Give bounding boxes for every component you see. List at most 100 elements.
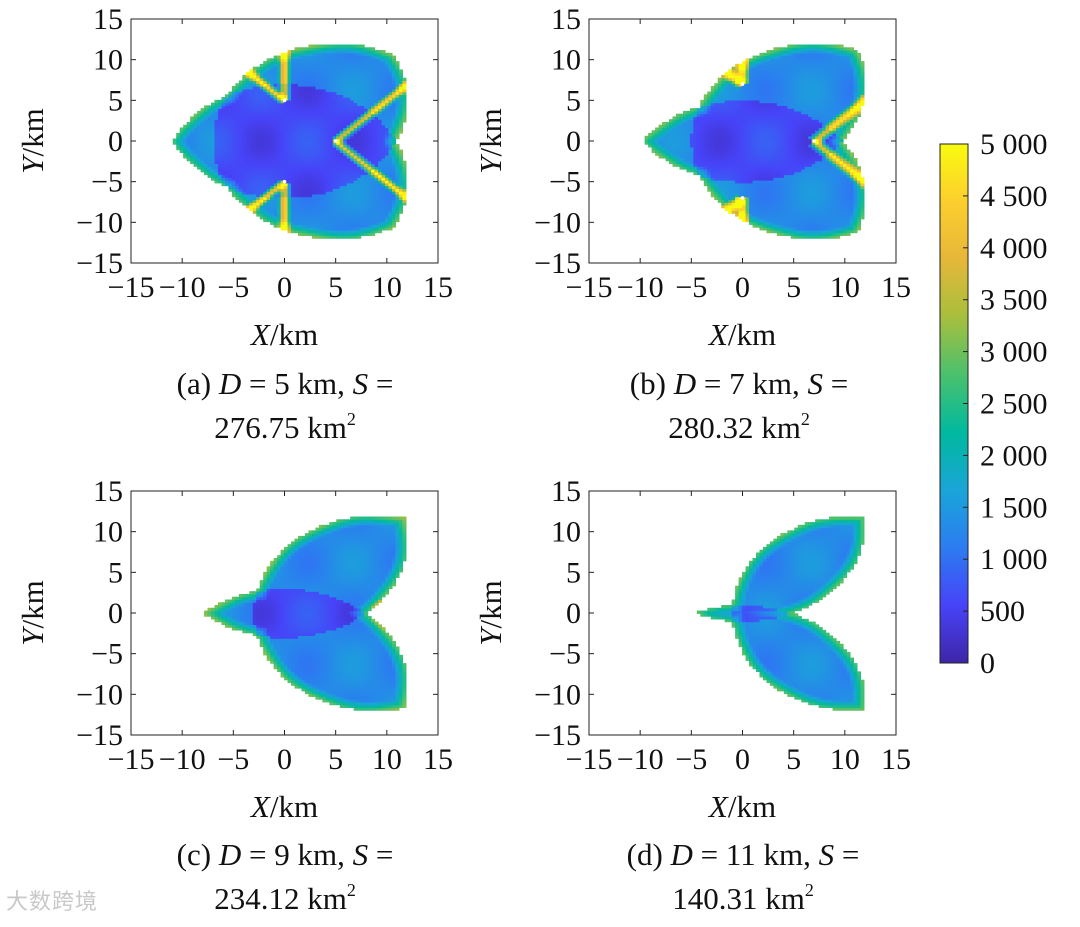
heatmap-cell [194, 114, 198, 117]
heatmap-cell [697, 108, 701, 111]
heatmap-cell [739, 64, 743, 67]
heatmap-cell [295, 47, 299, 50]
heatmap-cell [711, 86, 715, 89]
heatmap-cell [690, 108, 694, 111]
heatmap-cell [766, 50, 770, 53]
y-tick-label: 0 [108, 125, 123, 158]
heatmap-cell [288, 50, 292, 53]
heatmap-cell [305, 47, 309, 50]
x-axis-label: X/km [249, 317, 318, 352]
heatmap-cell [669, 119, 673, 122]
heatmap-cell [225, 94, 229, 97]
heatmap-cell [732, 67, 736, 70]
heatmap-cell [402, 161, 406, 164]
heatmap-field [645, 45, 865, 239]
heatmap-cell [204, 105, 208, 108]
heatmap-cell [208, 105, 212, 108]
heatmap-cell [683, 111, 687, 114]
heatmap-cell [183, 125, 187, 128]
heatmap-cell [652, 130, 656, 133]
heatmap-cell [735, 64, 739, 67]
heatmap-cell [392, 56, 396, 59]
heatmap-cell [693, 108, 697, 111]
heatmap-cell [267, 58, 271, 61]
y-tick-label: −5 [91, 166, 123, 199]
heatmap-cell [686, 111, 690, 114]
station-marker [283, 99, 287, 103]
heatmap-cell [364, 47, 368, 50]
heatmap-cell [361, 45, 365, 48]
heatmap-cell [350, 45, 354, 48]
heatmap-cell [315, 45, 319, 48]
heatmap-cell [773, 47, 777, 50]
heatmap-cell [368, 47, 372, 50]
y-tick-label: 10 [93, 44, 123, 77]
heatmap-cell [707, 92, 711, 95]
heatmap-cell [659, 125, 663, 128]
heatmap-cell [395, 144, 399, 147]
heatmap-cell [375, 50, 379, 53]
heatmap-cell [756, 56, 760, 59]
heatmap-cell [343, 45, 347, 48]
x-tick-label: 5 [328, 271, 343, 304]
heatmap-cell [662, 122, 666, 125]
y-axis-label: Y/km [15, 108, 50, 173]
heatmap-cell [336, 45, 340, 48]
heatmap-cell [385, 53, 389, 56]
heatmap-cell [714, 83, 718, 86]
heatmap-cell [371, 47, 375, 50]
heatmap-cell [354, 45, 358, 48]
heatmap-cell [666, 122, 670, 125]
heatmap-cell [399, 150, 403, 153]
heatmap-cell [274, 56, 278, 59]
heatmap-cell [312, 45, 316, 48]
heatmap-cell [221, 97, 225, 100]
heatmap-cell [260, 64, 264, 67]
heatmap-cell [253, 67, 257, 70]
heatmap-cell [721, 75, 725, 78]
heatmap-cell [277, 56, 281, 59]
heatmap-cell [319, 45, 323, 48]
heatmap-cell [215, 100, 219, 103]
heatmap-cell [235, 83, 239, 86]
heatmap-cell [399, 69, 403, 72]
heatmap-cell [322, 45, 326, 48]
heatmap-cell [270, 58, 274, 61]
heatmap-cell [281, 53, 285, 56]
heatmap-cell [232, 86, 236, 89]
heatmap-cell [679, 114, 683, 117]
heatmap-cell [256, 67, 260, 70]
station-marker [283, 180, 287, 184]
heatmap-cell [378, 50, 382, 53]
heatmap-cell [239, 80, 243, 83]
heatmap-cell [173, 139, 177, 142]
heatmap-cell [301, 47, 305, 50]
heatmap-cell [388, 53, 392, 56]
heatmap-cell [673, 116, 677, 119]
x-tick-label: −5 [217, 271, 249, 304]
heatmap-cell [676, 114, 680, 117]
heatmap-cell [333, 45, 337, 48]
heatmap-cell [329, 45, 333, 48]
heatmap-cell [746, 58, 750, 61]
heatmap-cell [308, 45, 312, 48]
heatmap-cell [249, 69, 253, 72]
heatmap-cell [340, 45, 344, 48]
heatmap-cell [218, 100, 222, 103]
heatmap-cell [201, 108, 205, 111]
heatmap-cell [228, 92, 232, 95]
y-tick-label: 5 [108, 84, 123, 117]
heatmap-cell [742, 61, 746, 64]
heatmap-cell [263, 61, 267, 64]
heatmap-cell [770, 50, 774, 53]
heatmap-cell [187, 122, 191, 125]
heatmap-cell [759, 53, 763, 56]
heatmap-cell [347, 45, 351, 48]
heatmap-cell [749, 58, 753, 61]
heatmap-cell [763, 53, 767, 56]
heatmap-cell [211, 103, 215, 106]
heatmap-cell [197, 111, 201, 114]
heatmap-cell [190, 116, 194, 119]
